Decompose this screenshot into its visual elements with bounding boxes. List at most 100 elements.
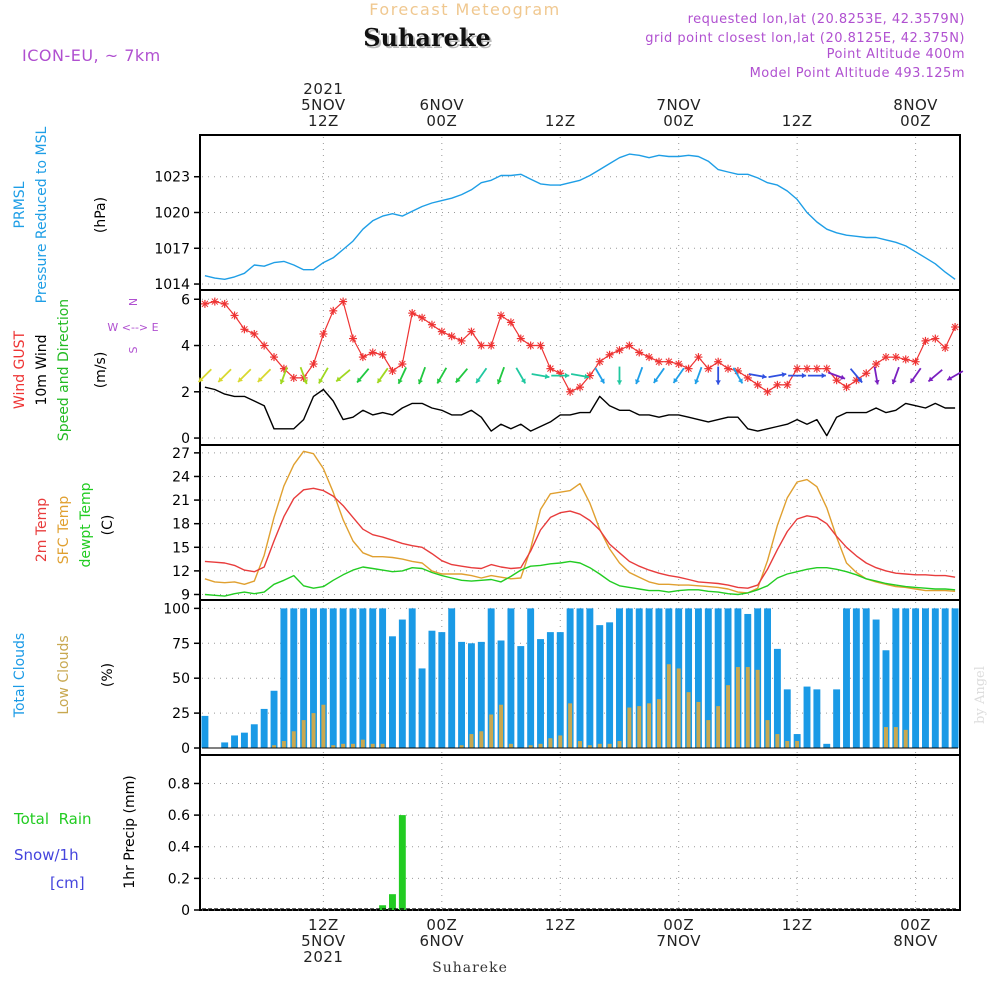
gust-point-marker [210,297,219,306]
wind-arrow-head [357,377,362,383]
wind-arrow-head [761,373,767,380]
wind-arrow-head [279,379,285,385]
gust-marker-d2 [250,330,258,338]
y-tick-label: 0.8 [168,776,190,792]
total-clouds-bar [438,632,446,749]
gust-marker-d2 [685,365,692,373]
wind-unit-label: (m/s) [93,352,109,389]
pressure-series-line [204,153,956,280]
gust-point-marker [566,387,575,396]
info-grid-point: grid point closest lon,lat (20.8125E, 42… [645,31,965,46]
total-clouds-bar [872,619,880,749]
low-clouds-bar [735,667,740,749]
gust-point-marker [477,341,486,350]
low-clouds-bar [331,745,336,749]
gust-marker-d2 [379,351,386,359]
gust-marker-d2 [280,365,288,373]
y-tick-label: 12 [172,564,190,580]
total-clouds-bar [596,625,604,749]
total-clouds-bar [310,608,317,749]
gust-marker-d2 [507,319,515,326]
gust-marker-d2 [616,346,623,354]
low-clouds-bar [696,701,701,749]
total-clouds-bar [527,608,535,749]
wind-direction-arrow [376,367,389,384]
total-clouds-bar [694,608,702,749]
wind-arrow-head [635,379,641,385]
top-time-tick-label: 00Z [663,112,694,130]
y-tick-label: 18 [172,517,190,533]
gust-point-marker [704,364,713,373]
y-tick-label: 0.4 [168,840,190,856]
low-clouds-bar [568,703,573,749]
low-clouds-bar [716,706,721,749]
wind-direction-arrow [873,366,880,385]
total-clouds-bar [773,648,781,749]
total-clouds-bar [448,608,456,749]
low-clouds-bar [726,685,731,749]
wind-direction-arrow [197,368,212,383]
low-clouds-bar [617,741,622,749]
total-clouds-bar [428,630,436,749]
wind-direction-arrow [496,366,505,385]
gust-marker-d2 [675,360,683,368]
gust-marker-d2 [487,342,495,349]
low-clouds-bar [656,699,661,749]
total-clouds-bar [221,742,229,749]
compass-north-label: N [127,298,140,306]
gust-marker-d2 [872,360,880,368]
gust-marker-d2 [625,342,633,349]
wind-direction-arrow [594,367,606,384]
gust-marker-d2 [843,383,850,391]
gust-marker-d2 [695,353,702,361]
total-clouds-bar [625,608,633,749]
low-clouds-bar [489,714,494,749]
gust-point-marker [348,334,357,343]
bottom-time-tick-label: 8NOV [893,932,938,950]
low-clouds-bar [686,692,691,749]
gust-marker-d2 [438,328,446,335]
wind-arrow-head [857,377,863,383]
gust-point-marker [832,376,841,385]
y-tick-label: 0 [181,741,190,757]
gust-point-marker [289,373,298,382]
total-clouds-bar [369,608,377,749]
pressure-unit-label: (hPa) [93,197,109,233]
gust-point-marker [803,364,812,373]
gust-marker-d2 [477,342,485,349]
top-time-tick-label: 12Z [545,112,576,130]
wind-arrow-head [238,377,243,382]
chart-title-shadow: Suhareke [365,25,493,54]
gust-point-marker [536,341,545,350]
gust-marker-d2 [951,323,959,331]
wind-direction-arrow [417,366,427,385]
y-tick-label: 25 [172,706,190,722]
gust-marker-d2 [635,349,643,356]
y-tick-label: 1023 [154,170,190,186]
gust-marker-d2 [803,365,811,373]
gust-marker-d2 [320,330,327,338]
low-clouds-bar [893,727,898,749]
gust-marker-d2 [468,328,475,335]
gust-point-marker [773,380,782,389]
total-clouds-bar [300,608,308,749]
wind-direction-arrow [748,373,767,380]
total-clouds-bar [862,608,870,749]
gust-marker-d2 [270,353,278,361]
wind-direction-arrow [356,368,370,384]
gust-point-marker [358,353,367,362]
gust-marker-d2 [231,312,238,319]
gust-marker-d2 [428,321,436,329]
total-clouds-bar [260,708,268,749]
top-time-tick-label: 12Z [308,112,339,130]
gust-point-marker [595,357,604,366]
wind-arrow-head [437,378,442,384]
wind-direction-label: Speed and Direction [56,299,72,441]
low-clouds-bar [548,738,553,749]
gust-marker-d2 [211,298,219,305]
precip-unit-label: 1hr Precip (mm) [122,775,138,888]
wind-gust-label: Wind GUST [12,330,28,409]
gust-marker-d2 [329,307,337,315]
low-clouds-bar [666,664,671,749]
gust-point-marker [368,348,377,357]
